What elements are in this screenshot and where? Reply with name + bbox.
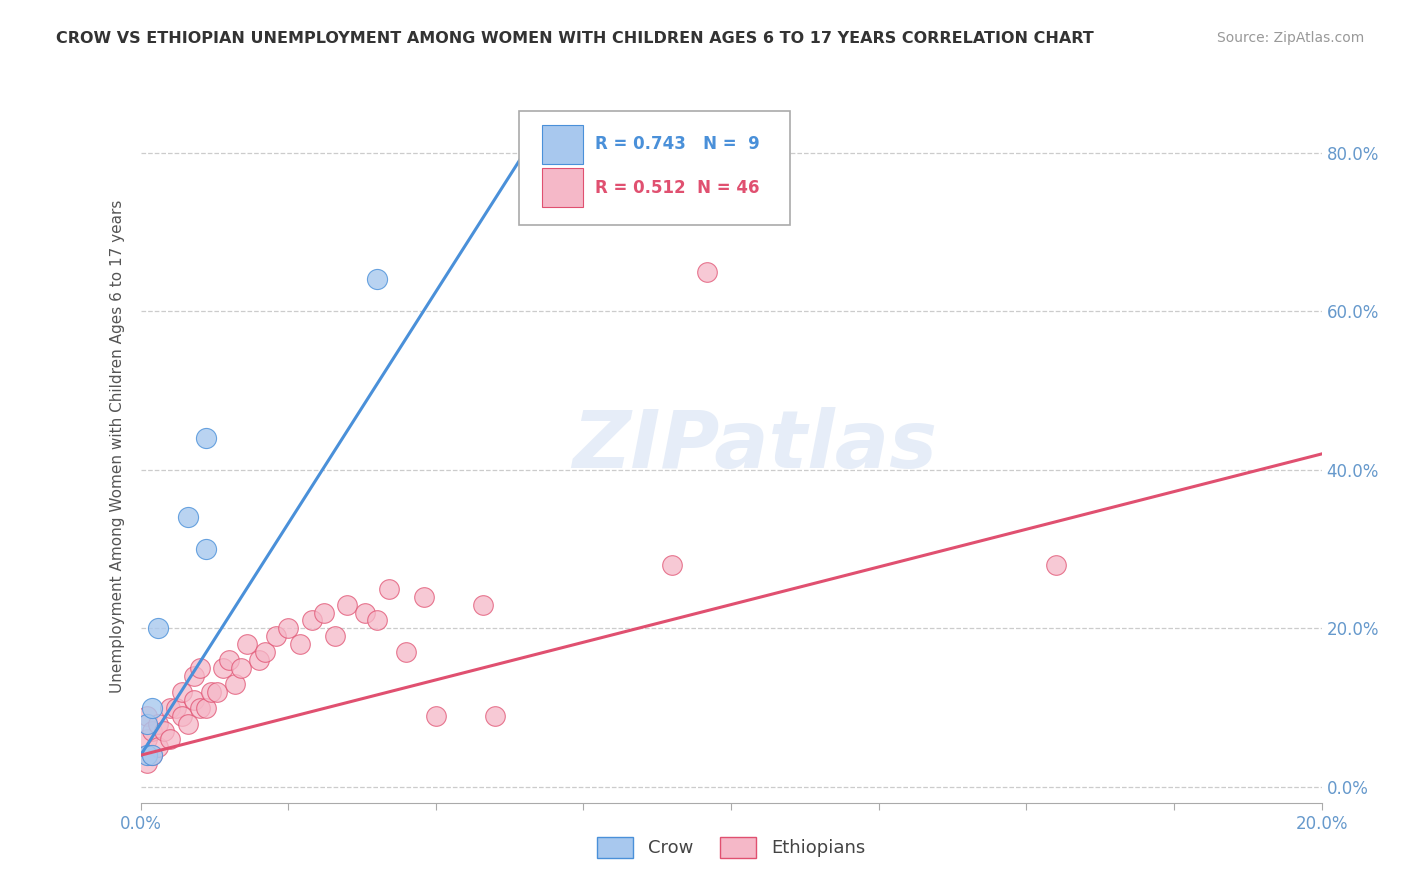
Point [247, 653, 270, 667]
Text: ZIPatlas: ZIPatlas [572, 407, 938, 485]
Point [207, 685, 229, 699]
Point [218, 653, 240, 667]
Legend: Crow, Ethiopians: Crow, Ethiopians [591, 830, 872, 865]
Point [301, 614, 323, 628]
Point [135, 732, 157, 747]
Point [165, 700, 187, 714]
Point [141, 748, 163, 763]
Point [366, 272, 388, 286]
Point [377, 582, 399, 596]
Point [188, 661, 211, 675]
Point [194, 542, 217, 557]
Point [194, 700, 217, 714]
Point [159, 700, 181, 714]
Point [395, 645, 418, 659]
Point [354, 606, 377, 620]
Point [696, 264, 718, 278]
Point [135, 708, 157, 723]
Point [135, 716, 157, 731]
Point [366, 614, 388, 628]
Y-axis label: Unemployment Among Women with Children Ages 6 to 17 years: Unemployment Among Women with Children A… [110, 199, 125, 693]
Point [148, 716, 170, 731]
Point [277, 621, 299, 635]
Point [170, 685, 193, 699]
Point [413, 590, 436, 604]
Point [1045, 558, 1067, 572]
Point [183, 669, 205, 683]
Point [472, 598, 495, 612]
Point [153, 724, 176, 739]
Point [177, 510, 200, 524]
Point [194, 431, 217, 445]
Point [336, 598, 359, 612]
Text: CROW VS ETHIOPIAN UNEMPLOYMENT AMONG WOMEN WITH CHILDREN AGES 6 TO 17 YEARS CORR: CROW VS ETHIOPIAN UNEMPLOYMENT AMONG WOM… [56, 31, 1094, 46]
Point [135, 748, 157, 763]
Text: R = 0.743   N =  9: R = 0.743 N = 9 [595, 136, 761, 153]
Point [177, 716, 200, 731]
Point [425, 708, 447, 723]
Point [200, 685, 222, 699]
Point [148, 621, 170, 635]
Point [312, 606, 335, 620]
Point [484, 708, 506, 723]
Point [141, 748, 163, 763]
Point [148, 740, 170, 755]
Bar [543, 125, 583, 164]
Point [224, 677, 246, 691]
Point [661, 558, 683, 572]
Point [170, 708, 193, 723]
Point [135, 756, 157, 771]
Point [183, 692, 205, 706]
Point [141, 700, 163, 714]
Point [253, 645, 276, 659]
Text: Source: ZipAtlas.com: Source: ZipAtlas.com [1216, 31, 1364, 45]
Point [188, 700, 211, 714]
Point [141, 724, 163, 739]
Point [325, 629, 347, 643]
Point [229, 661, 252, 675]
Point [212, 661, 235, 675]
Text: R = 0.512  N = 46: R = 0.512 N = 46 [595, 178, 759, 196]
Point [236, 637, 259, 651]
FancyBboxPatch shape [519, 111, 790, 225]
Point [266, 629, 288, 643]
Point [288, 637, 311, 651]
Bar [543, 168, 583, 207]
Point [159, 732, 181, 747]
